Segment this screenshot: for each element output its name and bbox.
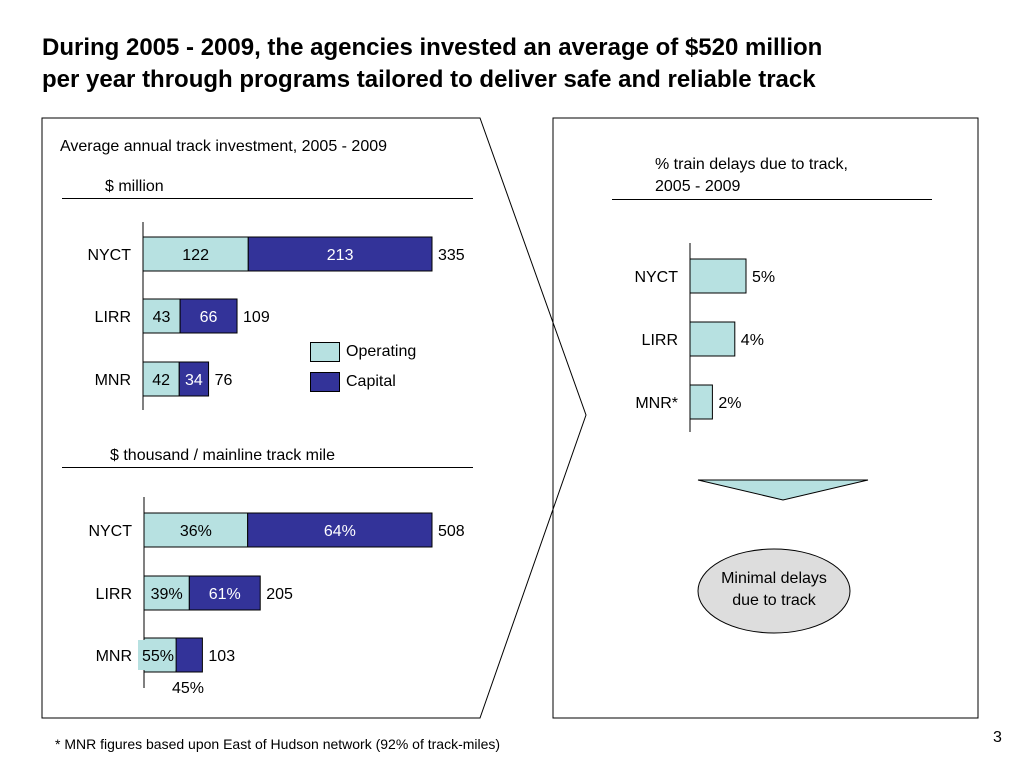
chart2-total-label-mnr: 103 xyxy=(208,648,235,665)
chart2-value-label-lirr-operating: 39% xyxy=(151,586,183,603)
chart3-value-label-mnr: 2% xyxy=(718,395,741,412)
chart2-unit-label: $ thousand / mainline track mile xyxy=(110,447,335,464)
chart3-value-label-nyct: 5% xyxy=(752,269,775,286)
footnote: * MNR figures based upon East of Hudson … xyxy=(55,736,501,752)
chart1-bar-lirr-capital xyxy=(179,298,238,334)
chart3-divider xyxy=(612,199,932,200)
chart2-total-label-lirr: 205 xyxy=(266,586,293,603)
chart1-value-label-nyct-capital: 213 xyxy=(327,247,354,264)
left-panel-heading: Average annual track investment, 2005 - … xyxy=(60,138,388,155)
chart2-category-label-lirr: LIRR xyxy=(96,586,132,603)
chart2-bar-mnr-capital xyxy=(175,637,203,673)
chart3-bar-nyct xyxy=(689,258,747,294)
chart3-value-label-lirr: 4% xyxy=(741,332,764,349)
chart1-category-label-lirr: LIRR xyxy=(95,309,131,326)
per-mile-chart: NYCT 36% 64% 508 LIRR 39% 61% 205 MNR 55% 45%103 xyxy=(88,497,465,697)
chart1-category-label-mnr: MNR xyxy=(95,372,131,389)
chart3-category-label-nyct: NYCT xyxy=(634,269,678,286)
chart1-bar-mnr-operating xyxy=(142,361,180,397)
chart1-bar-mnr-capital xyxy=(178,361,210,397)
legend-swatch-operating xyxy=(310,342,340,362)
conclusion-line-1: Minimal delays xyxy=(721,570,827,587)
chart2-bar-nyct-capital xyxy=(247,512,433,548)
chart2-category-label-mnr: MNR xyxy=(96,648,132,665)
down-arrow-icon xyxy=(697,479,869,501)
slide-title: During 2005 - 2009, the agencies investe… xyxy=(42,32,1002,96)
chart1-bar-nyct-capital xyxy=(247,236,433,272)
chart2-value-label-nyct-operating: 36% xyxy=(180,523,212,540)
chart1-divider xyxy=(62,198,473,199)
chart3-category-label-lirr: LIRR xyxy=(642,332,678,349)
chart2-value-label-mnr-operating: 55% xyxy=(142,648,174,665)
chart1-bar-lirr-operating xyxy=(142,298,181,334)
chart2-value-label-nyct-capital: 64% xyxy=(324,523,356,540)
chart1-category-label-nyct: NYCT xyxy=(87,247,131,264)
left-panel-frame xyxy=(41,117,587,719)
legend-item-operating: Operating xyxy=(310,337,416,367)
title-line-1: During 2005 - 2009, the agencies investe… xyxy=(42,34,823,61)
chart1-value-label-lirr-operating: 43 xyxy=(153,309,171,326)
chart3-bar-mnr xyxy=(689,384,713,420)
chart2-bar-nyct-operating xyxy=(143,512,249,548)
chart3-category-label-mnr: MNR* xyxy=(635,395,678,412)
title-line-2: per year through programs tailored to de… xyxy=(42,66,816,93)
conclusion-text: Minimal delays due to track xyxy=(697,568,851,612)
chart2-label-bg-mnr xyxy=(138,640,180,670)
conclusion-line-2: due to track xyxy=(732,592,816,609)
chart1-total-label-mnr: 76 xyxy=(215,372,233,389)
chart2-bar-lirr-capital xyxy=(188,575,261,611)
chart1-value-label-mnr-operating: 42 xyxy=(152,372,170,389)
chart2-category-label-nyct: NYCT xyxy=(88,523,132,540)
legend-item-capital: Capital xyxy=(310,367,416,397)
chart3-title-line-2: 2005 - 2009 xyxy=(655,178,741,195)
chart1-total-label-lirr: 109 xyxy=(243,309,270,326)
legend-swatch-capital xyxy=(310,372,340,392)
conclusion-ellipse xyxy=(697,548,851,634)
chart1-unit-label: $ million xyxy=(105,178,164,195)
chart2-value-label-lirr-capital: 61% xyxy=(209,586,241,603)
chart1-value-label-mnr-capital: 34 xyxy=(185,372,203,389)
chart2-value-label-mnr-capital: 45% xyxy=(172,680,204,697)
chart3-bar-lirr xyxy=(689,321,736,357)
chart2-divider xyxy=(62,467,473,468)
investment-chart: NYCT 122 213 335 LIRR 43 66 109 MNR 42 34 76 xyxy=(87,222,465,410)
legend-label-capital: Capital xyxy=(346,373,396,390)
chart2-total-label-nyct: 508 xyxy=(438,523,465,540)
chart3-title-line-1: % train delays due to track, xyxy=(655,156,848,173)
right-panel-frame xyxy=(552,117,979,719)
legend: Operating Capital xyxy=(310,337,416,397)
chart1-value-label-nyct-operating: 122 xyxy=(182,247,209,264)
chart1-value-label-lirr-capital: 66 xyxy=(200,309,218,326)
page-number: 3 xyxy=(993,729,1002,746)
legend-label-operating: Operating xyxy=(346,343,417,360)
chart2-bar-lirr-operating xyxy=(143,575,190,611)
delays-chart: NYCT 5% LIRR 4% MNR* 2% xyxy=(634,243,775,432)
chart1-total-label-nyct: 335 xyxy=(438,247,465,264)
